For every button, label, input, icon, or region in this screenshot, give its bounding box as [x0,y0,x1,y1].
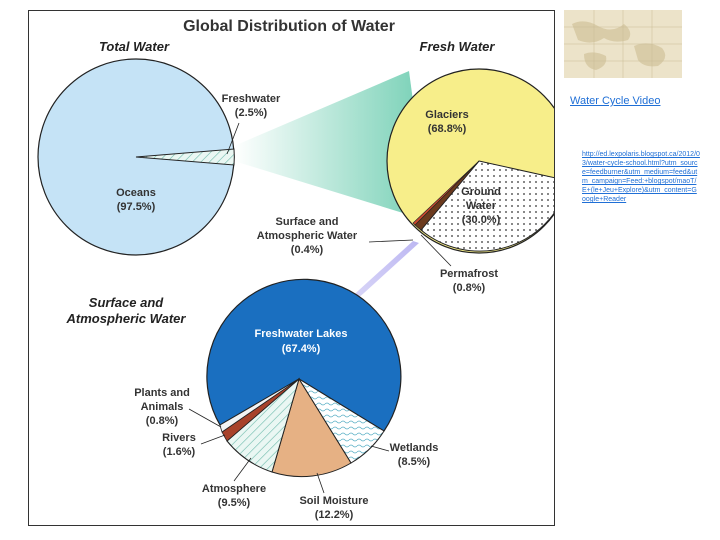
freshwater-value: (2.5%) [235,107,268,119]
fresh-water-heading: Fresh Water [420,39,496,54]
plants-leader [188,408,222,428]
ground-water-value: (30.0%) [462,214,501,226]
rivers-value: (1.6%) [163,446,196,458]
fresh-water-pie [386,68,554,254]
atmosphere-label: Atmosphere [202,483,266,495]
glaciers-value: (68.8%) [428,123,467,135]
lakes-slice [206,278,402,432]
soil-moisture-slice [271,377,352,478]
source-url-link[interactable]: http://ed.lexpolaris.blogspot.ca/2012/03… [582,151,700,203]
permafrost-leader [420,234,452,267]
figure-title: Global Distribution of Water [183,18,395,35]
soil-moisture-leader [316,472,325,494]
atmosphere-leader [233,457,252,482]
plants-value: (0.8%) [146,415,179,427]
rivers-leader [200,434,226,445]
lakes-label: Freshwater Lakes [255,328,348,340]
water-distribution-figure: Global Distribution of Water Total Water… [28,10,555,526]
sidebar: Water Cycle Video http://ed.lexpolaris.b… [560,10,710,203]
wetlands-leader [370,445,390,452]
wetlands-value: (8.5%) [398,456,431,468]
water-cycle-video-link[interactable]: Water Cycle Video [570,95,661,107]
surface-water-slice [412,160,480,226]
permafrost-value: (0.8%) [453,282,486,294]
soil-moisture-value: (12.2%) [315,509,354,521]
surface-water-pie [206,278,402,478]
soil-moisture-label: Soil Moisture [299,495,368,507]
map-thumbnail-image [564,10,682,78]
surface-value: (0.4%) [291,244,324,256]
plants-label-2: Animals [141,401,184,413]
lakes-value: (67.4%) [282,343,321,355]
surface-label-1: Surface and [276,216,339,228]
plants-label-1: Plants and [134,387,190,399]
surface-label-2: Atmospheric Water [257,230,358,242]
zoom-beam-fresh [234,71,429,221]
ground-water-label-2: Water [466,200,497,212]
rivers-label: Rivers [162,432,196,444]
surface-pie-heading-2: Atmospheric Water [66,311,187,326]
surface-pie-heading-1: Surface and [89,295,164,310]
permafrost-label: Permafrost [440,268,498,280]
plants-slice [219,378,300,433]
freshwater-label: Freshwater [222,93,281,105]
wetlands-label: Wetlands [390,442,439,454]
freshwater-leader [226,122,240,155]
total-water-pie [37,58,235,256]
surface-leader [368,239,414,243]
ground-water-slice [420,160,554,252]
ground-water-label-1: Ground [461,186,501,198]
oceans-label: Oceans [116,187,156,199]
atmosphere-value: (9.5%) [218,497,251,509]
total-water-heading: Total Water [99,39,170,54]
glaciers-label: Glaciers [425,109,468,121]
figure-canvas: Global Distribution of Water Total Water… [37,18,554,521]
freshwater-slice [135,148,235,166]
oceans-value: (97.5%) [117,201,156,213]
